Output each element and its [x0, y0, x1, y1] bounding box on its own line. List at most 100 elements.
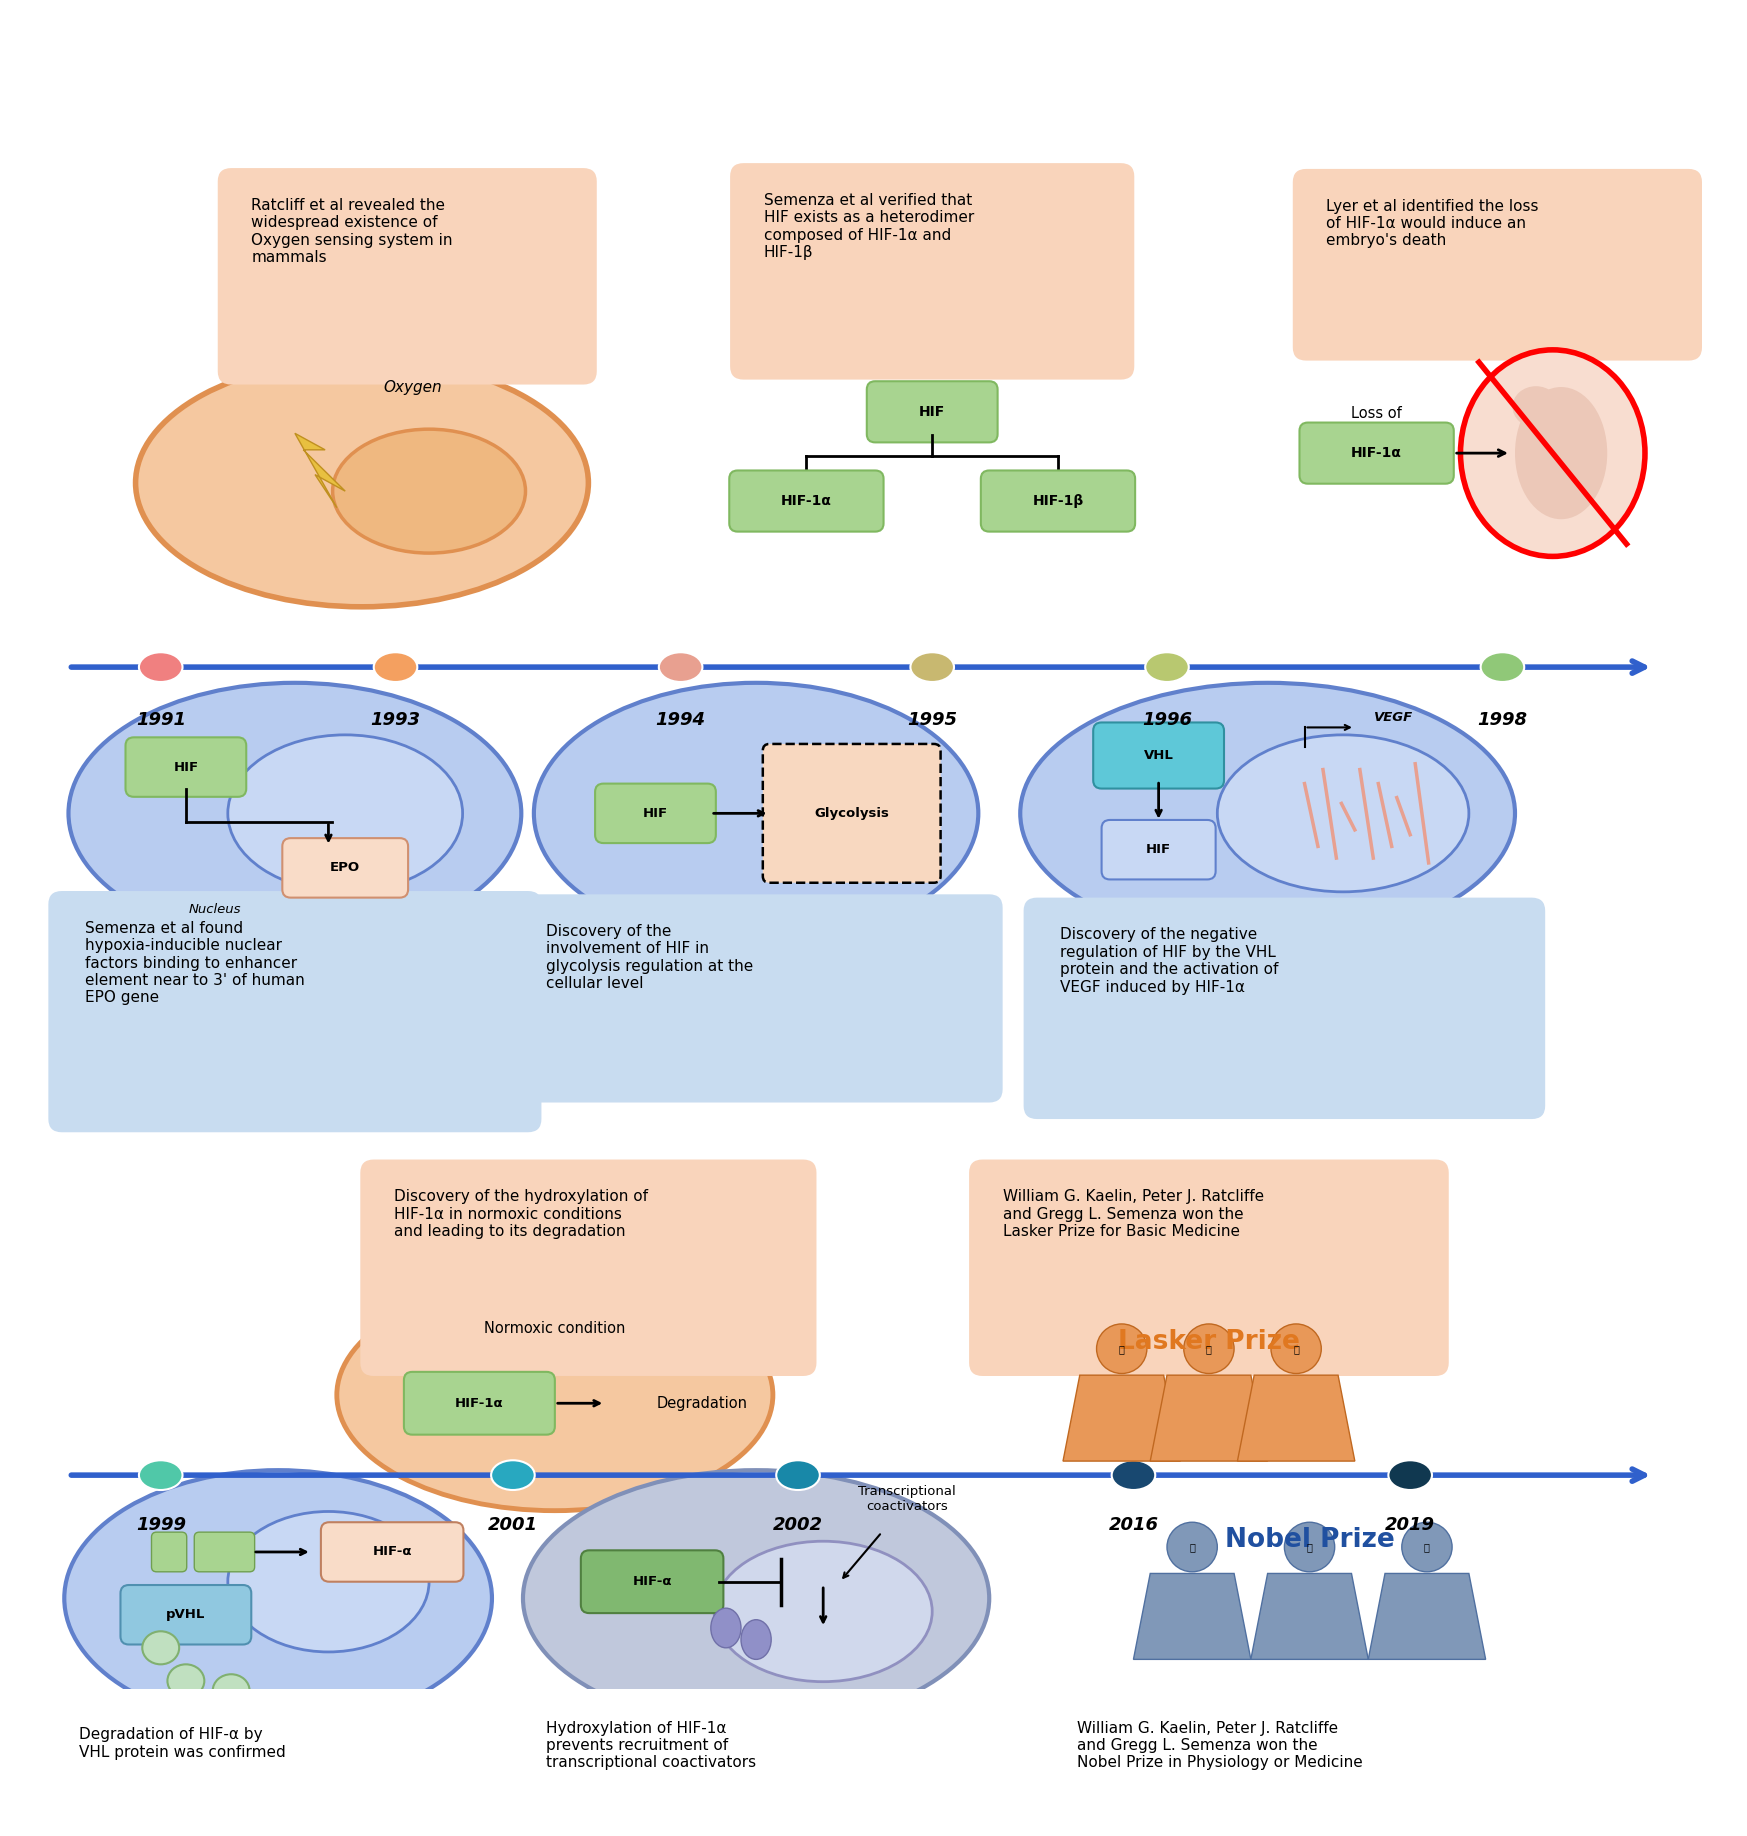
Ellipse shape [741, 1619, 770, 1660]
Ellipse shape [142, 1632, 180, 1665]
FancyBboxPatch shape [1300, 422, 1454, 483]
Ellipse shape [140, 652, 182, 681]
Ellipse shape [522, 1471, 989, 1726]
Polygon shape [1150, 1375, 1268, 1461]
Text: Transcriptional
coactivators: Transcriptional coactivators [858, 1485, 956, 1513]
Ellipse shape [65, 1471, 493, 1726]
FancyBboxPatch shape [1094, 722, 1225, 788]
Ellipse shape [227, 734, 463, 892]
Text: 2001: 2001 [487, 1517, 538, 1533]
Ellipse shape [332, 430, 526, 553]
FancyBboxPatch shape [360, 1160, 816, 1375]
Text: Discovery of the hydroxylation of
HIF-1α in normoxic conditions
and leading to i: Discovery of the hydroxylation of HIF-1α… [393, 1190, 648, 1239]
Text: HIF: HIF [919, 404, 945, 419]
Text: 1991: 1991 [136, 711, 185, 729]
Ellipse shape [1146, 652, 1188, 681]
Text: HIF: HIF [1146, 843, 1170, 856]
FancyBboxPatch shape [42, 1698, 514, 1836]
Text: 1996: 1996 [1143, 711, 1191, 729]
Ellipse shape [1515, 387, 1607, 520]
Ellipse shape [1460, 351, 1646, 556]
Ellipse shape [1020, 683, 1515, 944]
Text: Discovery of the negative
regulation of HIF by the VHL
protein and the activatio: Discovery of the negative regulation of … [1060, 927, 1279, 995]
Text: Semenza et al verified that
HIF exists as a heterodimer
composed of HIF-1α and
H: Semenza et al verified that HIF exists a… [763, 193, 973, 261]
Polygon shape [295, 433, 346, 507]
Text: Semenza et al found
hypoxia-inducible nuclear
factors binding to enhancer
elemen: Semenza et al found hypoxia-inducible nu… [86, 922, 306, 1006]
FancyBboxPatch shape [867, 382, 998, 442]
Text: 1998: 1998 [1478, 711, 1527, 729]
Text: Loss of: Loss of [1350, 406, 1403, 420]
Ellipse shape [1401, 1522, 1452, 1572]
Text: HIF: HIF [173, 760, 199, 773]
Text: Ratcliff et al revealed the
widespread existence of
Oxygen sensing system in
mam: Ratcliff et al revealed the widespread e… [252, 198, 452, 264]
Text: Degradation of HIF-α by
VHL protein was confirmed: Degradation of HIF-α by VHL protein was … [79, 1728, 287, 1759]
FancyBboxPatch shape [194, 1531, 255, 1572]
Ellipse shape [910, 652, 954, 681]
Ellipse shape [168, 1665, 204, 1696]
FancyBboxPatch shape [510, 894, 1003, 1102]
Text: 1999: 1999 [136, 1517, 185, 1533]
Text: HIF-1α: HIF-1α [781, 494, 832, 509]
Text: 👓: 👓 [1118, 1344, 1125, 1353]
Ellipse shape [535, 683, 978, 944]
FancyBboxPatch shape [763, 744, 940, 883]
Text: Nobel Prize: Nobel Prize [1225, 1528, 1394, 1553]
Polygon shape [1134, 1573, 1251, 1660]
Ellipse shape [140, 1460, 182, 1491]
Ellipse shape [1097, 1324, 1146, 1373]
Text: William G. Kaelin, Peter J. Ratcliffe
and Gregg L. Semenza won the
Lasker Prize : William G. Kaelin, Peter J. Ratcliffe an… [1003, 1190, 1263, 1239]
Text: HIF: HIF [643, 806, 667, 821]
Text: 👓: 👓 [1307, 1542, 1312, 1551]
Text: Lyer et al identified the loss
of HIF-1α would induce an
embryo's death: Lyer et al identified the loss of HIF-1α… [1326, 198, 1539, 248]
Polygon shape [1237, 1375, 1356, 1461]
Ellipse shape [1481, 652, 1523, 681]
Ellipse shape [213, 1674, 250, 1707]
Ellipse shape [1218, 734, 1469, 892]
FancyBboxPatch shape [121, 1584, 252, 1645]
FancyBboxPatch shape [283, 837, 409, 898]
FancyBboxPatch shape [1102, 821, 1216, 879]
Ellipse shape [1111, 1460, 1155, 1491]
Text: Discovery of the
involvement of HIF in
glycolysis regulation at the
cellular lev: Discovery of the involvement of HIF in g… [547, 924, 753, 991]
FancyBboxPatch shape [980, 470, 1136, 532]
Text: Lasker Prize: Lasker Prize [1118, 1329, 1300, 1355]
Text: HIF-α: HIF-α [372, 1546, 412, 1559]
FancyBboxPatch shape [321, 1522, 463, 1583]
FancyBboxPatch shape [1024, 898, 1544, 1120]
FancyBboxPatch shape [152, 1531, 187, 1572]
Text: Glycolysis: Glycolysis [814, 806, 889, 821]
Text: VHL: VHL [1144, 749, 1174, 762]
Text: HIF-1α: HIF-1α [454, 1397, 503, 1410]
FancyBboxPatch shape [126, 738, 246, 797]
Text: VEGF: VEGF [1373, 711, 1413, 723]
Text: Normoxic condition: Normoxic condition [484, 1322, 625, 1337]
Ellipse shape [1184, 1324, 1233, 1373]
Ellipse shape [491, 1460, 535, 1491]
Text: Hydroxylation of HIF-1α
prevents recruitment of
transcriptional coactivators: Hydroxylation of HIF-1α prevents recruit… [547, 1720, 756, 1770]
Polygon shape [1251, 1573, 1368, 1660]
Ellipse shape [1389, 1460, 1433, 1491]
Text: Nucleus: Nucleus [189, 903, 241, 916]
Text: HIF-1β: HIF-1β [1032, 494, 1083, 509]
Text: 1995: 1995 [907, 711, 957, 729]
Polygon shape [1062, 1375, 1181, 1461]
FancyBboxPatch shape [218, 169, 597, 384]
FancyBboxPatch shape [596, 784, 716, 843]
Ellipse shape [136, 360, 589, 606]
FancyBboxPatch shape [730, 163, 1134, 380]
FancyBboxPatch shape [404, 1371, 556, 1434]
Ellipse shape [337, 1280, 772, 1511]
Text: 2002: 2002 [772, 1517, 823, 1533]
Text: Degradation: Degradation [657, 1395, 748, 1410]
Text: 👓: 👓 [1293, 1344, 1300, 1353]
FancyBboxPatch shape [1293, 169, 1702, 360]
FancyBboxPatch shape [580, 1550, 723, 1614]
Text: 1993: 1993 [370, 711, 421, 729]
Text: 2019: 2019 [1385, 1517, 1436, 1533]
Ellipse shape [68, 683, 521, 944]
Ellipse shape [1167, 1522, 1218, 1572]
Ellipse shape [659, 652, 702, 681]
Ellipse shape [1284, 1522, 1335, 1572]
Text: 👓: 👓 [1424, 1542, 1429, 1551]
Text: William G. Kaelin, Peter J. Ratcliffe
and Gregg L. Semenza won the
Nobel Prize i: William G. Kaelin, Peter J. Ratcliffe an… [1078, 1720, 1363, 1770]
